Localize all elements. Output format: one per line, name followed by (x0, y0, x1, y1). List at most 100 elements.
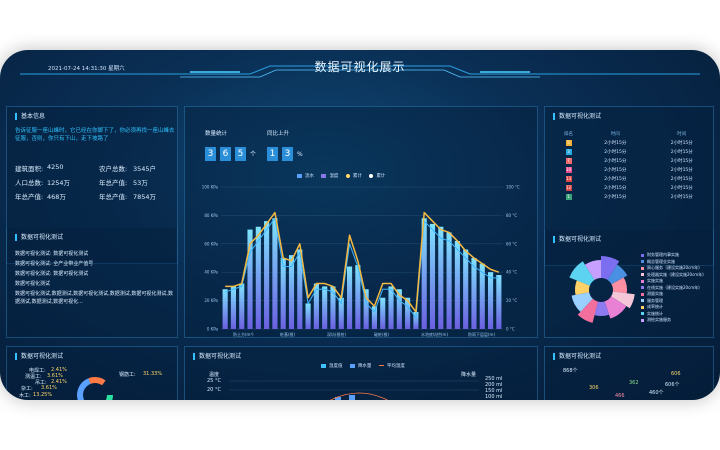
stat-label: 年总产值: (15, 193, 44, 201)
time-cell: 2小时15分 (670, 167, 693, 173)
y-right-tick-label: 0 °C (506, 327, 515, 332)
legend-label: 服务管理 (647, 297, 663, 303)
time-cell: 2小时15分 (670, 158, 693, 164)
legend-label: 在线实施（建设实施20cm年) (647, 284, 700, 290)
time-cell: 2小时15分 (670, 185, 693, 191)
chart-bar (388, 286, 394, 329)
legend-item: 概总管理业实施 (641, 259, 704, 266)
y-tick: 20 °C (207, 387, 221, 393)
legend-item: 测量实施 (641, 291, 704, 298)
legend-swatch (349, 363, 355, 368)
legend-label: 测绘实施服务 (647, 317, 671, 322)
panel-title: 数据可视化测试 (193, 353, 241, 360)
chart-bar (230, 286, 237, 329)
y-tick: 250 ml (485, 376, 503, 382)
y-tick-label: 20 KPa (204, 298, 218, 303)
y-right-tick-label: 100 °C (506, 185, 520, 190)
chart-bar (280, 258, 286, 329)
test-list-panel: 数据可视化测试 数据可视化测试: 数据可视化测试 数据可视化测试: 全产业带业产… (6, 228, 178, 338)
ranking-rows: 5 2小时15分 2小时15分 3 2小时15分 2小时15分 7 2小时15分 2小时15分 1… (555, 138, 715, 201)
chart-bar (487, 272, 494, 329)
chart-bar (288, 255, 295, 329)
stat-label: 人口总数: (15, 179, 44, 187)
legend-item: 财务管理内事实施 (641, 252, 704, 259)
panel-title: 数据可视化测试 (553, 353, 601, 360)
list-line: 数据可视化测试: 数据可视化测试 (15, 271, 89, 277)
legend-item: 成率统计 (641, 304, 704, 311)
legend-label: 累计 (376, 174, 386, 179)
legend-label: 实施统计 (647, 310, 663, 316)
main-bar-chart: 0 KPa 0 °C 20 KPa 20 °C 40 KPa 40 °C 60 KPa 60 … (202, 185, 520, 338)
chart-bar (355, 265, 361, 329)
time-cell: 2小时15分 (604, 149, 627, 155)
stat-value: 1254万 (47, 179, 71, 187)
panel-title: 数据可视化测试 (553, 113, 601, 120)
chart-bar (405, 297, 411, 329)
time-cell: 2小时15分 (604, 185, 627, 191)
digit: 6 (220, 147, 231, 161)
stat-label: 年总产值: (99, 179, 128, 187)
digit: 3 (205, 147, 216, 161)
growth-unit: % (297, 151, 303, 158)
donut-legend: 财务管理内事实施 概总管理业实施 周心服务（建设实施20cm年) 处理器实施（建设实施… (641, 252, 704, 324)
cloud-number: 306 (589, 385, 599, 391)
legend-item: 实施实施 (641, 278, 704, 285)
list-line: 数据可视化测试: 全产业带业产值号 (15, 261, 94, 267)
rank-cell: 12 (555, 183, 582, 192)
stat-value: 53万 (133, 179, 148, 187)
rank-cell: 3 (555, 147, 582, 156)
y-right-tick-label: 60 °C (506, 241, 517, 246)
series-line-primary (225, 211, 500, 313)
cloud-number: 460个 (649, 390, 664, 396)
ranking-panel: 数据可视化测试 排名 时间 时间 5 2小时15分 2小时15分 3 2小时15分 2小时… (544, 106, 714, 266)
ring-percent: 2.41% (51, 379, 67, 385)
panel-title: 数据可视化测试 (553, 236, 601, 243)
y-tick: 150 ml (485, 388, 503, 394)
legend-label: 概总管理业实施 (647, 258, 675, 264)
ring-segment (77, 377, 113, 400)
rank-cell: 7 (555, 156, 582, 165)
legend-swatch (297, 173, 302, 178)
chart-bar (438, 226, 444, 329)
rank-cell: 5 (555, 138, 582, 147)
chart-bar (454, 240, 460, 329)
legend-swatch (641, 260, 644, 263)
table-row: 1 2小时15分 2小时15分 (555, 192, 715, 201)
cloud-number: 466 (615, 393, 625, 399)
x-tick-label: 防雨下层层(m) (468, 331, 495, 337)
ranking-table: 排名 时间 时间 5 2小时15分 2小时15分 3 2小时15分 2小时15分 7 2小时1… (555, 129, 715, 201)
chart-bar (446, 232, 452, 329)
donut-slice (604, 296, 627, 319)
donut-panel: 数据可视化测试 财务管理内事实施 概总管理业实施 周心服务（建设实施20cm年) 处理… (544, 230, 714, 338)
legend-label: 累计 (352, 174, 362, 179)
donut-slice (601, 256, 620, 280)
growth-label: 同比上升 (267, 131, 290, 137)
chart-bar (272, 218, 278, 329)
ring-label: 木工: (19, 393, 31, 399)
x-tick-label: 深坑(根桩) (327, 331, 347, 337)
panel-title: 数据可视化测试 (15, 234, 63, 241)
cloud-number: 868个 (563, 368, 578, 374)
y-right-tick-label: 80 °C (506, 213, 517, 218)
time-cell: 2小时15分 (670, 194, 693, 200)
digit: 3 (282, 147, 293, 161)
legend-swatch (641, 253, 644, 257)
donut-slice (569, 261, 595, 286)
ring-segment (77, 377, 113, 400)
legend-swatch (641, 266, 644, 270)
y-tick: 100 ml (485, 394, 503, 400)
x-tick-label: 破桩(根) (374, 331, 390, 337)
time-cell: 2小时15分 (604, 176, 627, 182)
legend-item: 周心服务（建设实施20cm年) (641, 265, 704, 272)
ring-chart (77, 377, 113, 400)
y-tick-label: 80 KPa (204, 213, 218, 218)
y-axis-label: 降水量 (461, 372, 477, 378)
bottom-left-panel: 数据可视化测试 电焊工: 2.41% 测温工: 3.61% 吊工: 2.41% … (6, 346, 178, 400)
legend-label: 成率统计 (647, 304, 663, 309)
dashboard-window: 2021-07-24 14:31:30 星期六 数据可视化展示 基本信息 告诉征… (0, 50, 720, 400)
table-row: 13 2小时15分 2小时15分 (555, 174, 715, 183)
legend-swatch (641, 312, 644, 315)
cloud-number: 606个 (665, 382, 680, 388)
growth-digits: 1 3% (267, 141, 303, 161)
legend-item: 实施统计 (641, 311, 704, 318)
